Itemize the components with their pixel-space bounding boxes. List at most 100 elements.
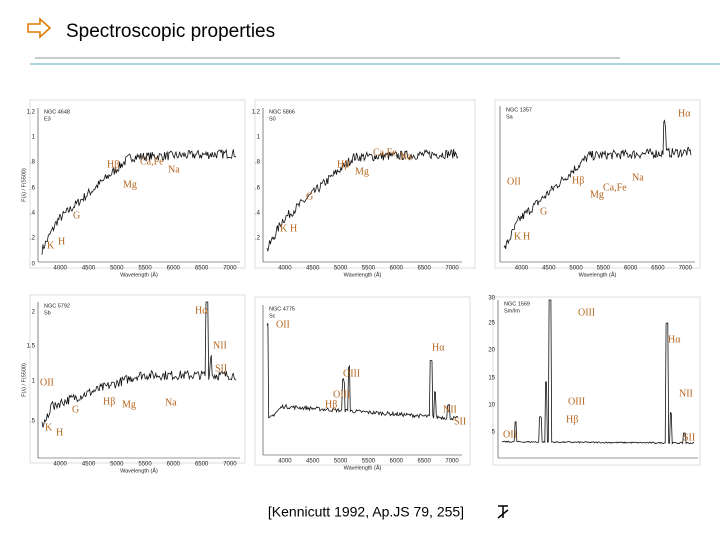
y-tick-label: 5: [492, 430, 496, 436]
panel-name: NGC 4775: [269, 306, 295, 312]
line-label: K: [45, 422, 53, 433]
y-tick-label: .4: [255, 211, 261, 217]
x-tick-label: 7000: [223, 462, 237, 468]
y-tick-label: 1: [32, 135, 36, 141]
line-label: Na: [168, 164, 180, 175]
y-tick-label: 30: [488, 296, 495, 302]
x-tick-label: 4500: [306, 266, 320, 272]
panel-frame: [492, 296, 701, 466]
x-tick-label: 6000: [390, 266, 404, 272]
line-label: NII: [443, 404, 457, 415]
line-label: Ca,Fe: [603, 182, 627, 193]
line-label: H: [290, 223, 297, 234]
y-tick-label: 10: [488, 403, 495, 409]
panel-frame: [494, 99, 701, 269]
line-label: Hβ: [572, 175, 584, 186]
x-tick-label: 4500: [306, 459, 320, 465]
x-tick-label: 4000: [54, 266, 68, 272]
x-tick-label: 7000: [445, 459, 459, 465]
y-tick-label: .5: [30, 419, 36, 425]
line-label: K: [514, 231, 522, 242]
line-label: G: [540, 206, 547, 217]
line-label: Na: [400, 151, 412, 162]
x-tick-label: 5500: [138, 266, 152, 272]
line-label: Hβ: [337, 159, 349, 170]
panel-type: Sa: [506, 114, 514, 120]
panel-frame: [29, 294, 246, 464]
line-label: SII: [683, 432, 695, 443]
x-tick-label: 5000: [110, 266, 124, 272]
panel-name: NGC 5792: [44, 303, 70, 309]
x-tick-label: 6500: [418, 459, 432, 465]
x-axis-label: Wavelength (Å): [344, 271, 382, 278]
panel-type: Sc: [269, 313, 276, 319]
line-label: H: [523, 231, 530, 242]
x-tick-label: 5000: [334, 266, 348, 272]
line-label: G: [306, 191, 313, 202]
line-label: Hα: [432, 342, 445, 353]
line-label: Hβ: [325, 399, 337, 410]
x-tick-label: 5500: [138, 462, 152, 468]
x-tick-label: 6000: [390, 459, 404, 465]
x-tick-label: 7000: [223, 266, 237, 272]
line-label: Hα: [195, 305, 208, 316]
panel-frame: [254, 296, 471, 466]
line-label: Hβ: [103, 396, 115, 407]
spectrum-curve: [503, 119, 692, 249]
spectrum-curve: [266, 323, 459, 421]
x-tick-label: 5000: [334, 459, 348, 465]
line-label: Hβ: [107, 159, 119, 170]
x-axis-label: Wavelength (Å): [344, 464, 382, 471]
x-tick-label: 5500: [362, 266, 376, 272]
line-label: NII: [213, 340, 227, 351]
y-tick-label: .2: [30, 236, 36, 242]
panel-name: NGC 1569: [504, 301, 530, 307]
x-tick-label: 5500: [597, 266, 611, 272]
line-label: OIII: [578, 307, 595, 318]
line-label: Ca,Fe: [373, 147, 397, 158]
arrow-icon: [27, 17, 52, 39]
line-label: OIII: [333, 389, 350, 400]
line-label: G: [72, 404, 79, 415]
line-label: H: [58, 236, 65, 247]
slide-title: Spectroscopic properties: [66, 21, 275, 42]
x-tick-label: 4000: [278, 266, 292, 272]
x-tick-label: 6500: [418, 266, 432, 272]
y-tick-label: 1.5: [27, 344, 36, 350]
line-label: H: [56, 427, 63, 438]
x-tick-label: 4500: [82, 266, 96, 272]
y-tick-label: 1: [257, 135, 261, 141]
y-tick-label: .2: [255, 236, 261, 242]
x-tick-label: 4000: [515, 266, 529, 272]
line-label: Mg: [122, 399, 136, 410]
panel-name: NGC 1357: [506, 107, 532, 113]
citation: [Kennicutt 1992, Ap.JS 79, 255]: [268, 504, 464, 520]
panel-frame: [29, 99, 246, 269]
line-label: OIII: [568, 396, 585, 407]
y-tick-label: .8: [255, 160, 261, 166]
panel-type: E3: [44, 116, 51, 122]
x-tick-label: 6000: [167, 462, 181, 468]
line-label: Hα: [668, 334, 681, 345]
x-tick-label: 7000: [679, 266, 693, 272]
spectrum-curve: [41, 301, 237, 428]
line-label: Hα: [678, 108, 691, 119]
line-label: Na: [165, 397, 177, 408]
line-label: Na: [632, 172, 644, 183]
y-tick-label: .6: [255, 186, 261, 192]
y-tick-label: .4: [30, 211, 36, 217]
x-tick-label: 6000: [624, 266, 638, 272]
panel-frame: [254, 99, 476, 269]
y-tick-label: .6: [30, 186, 36, 192]
y-tick-label: 1: [32, 379, 36, 385]
line-label: OIII: [343, 368, 360, 379]
spectrum-curve: [41, 148, 237, 255]
line-label: SII: [454, 416, 466, 427]
y-tick-label: 25: [488, 321, 495, 327]
y-tick-label: 15: [488, 376, 495, 382]
